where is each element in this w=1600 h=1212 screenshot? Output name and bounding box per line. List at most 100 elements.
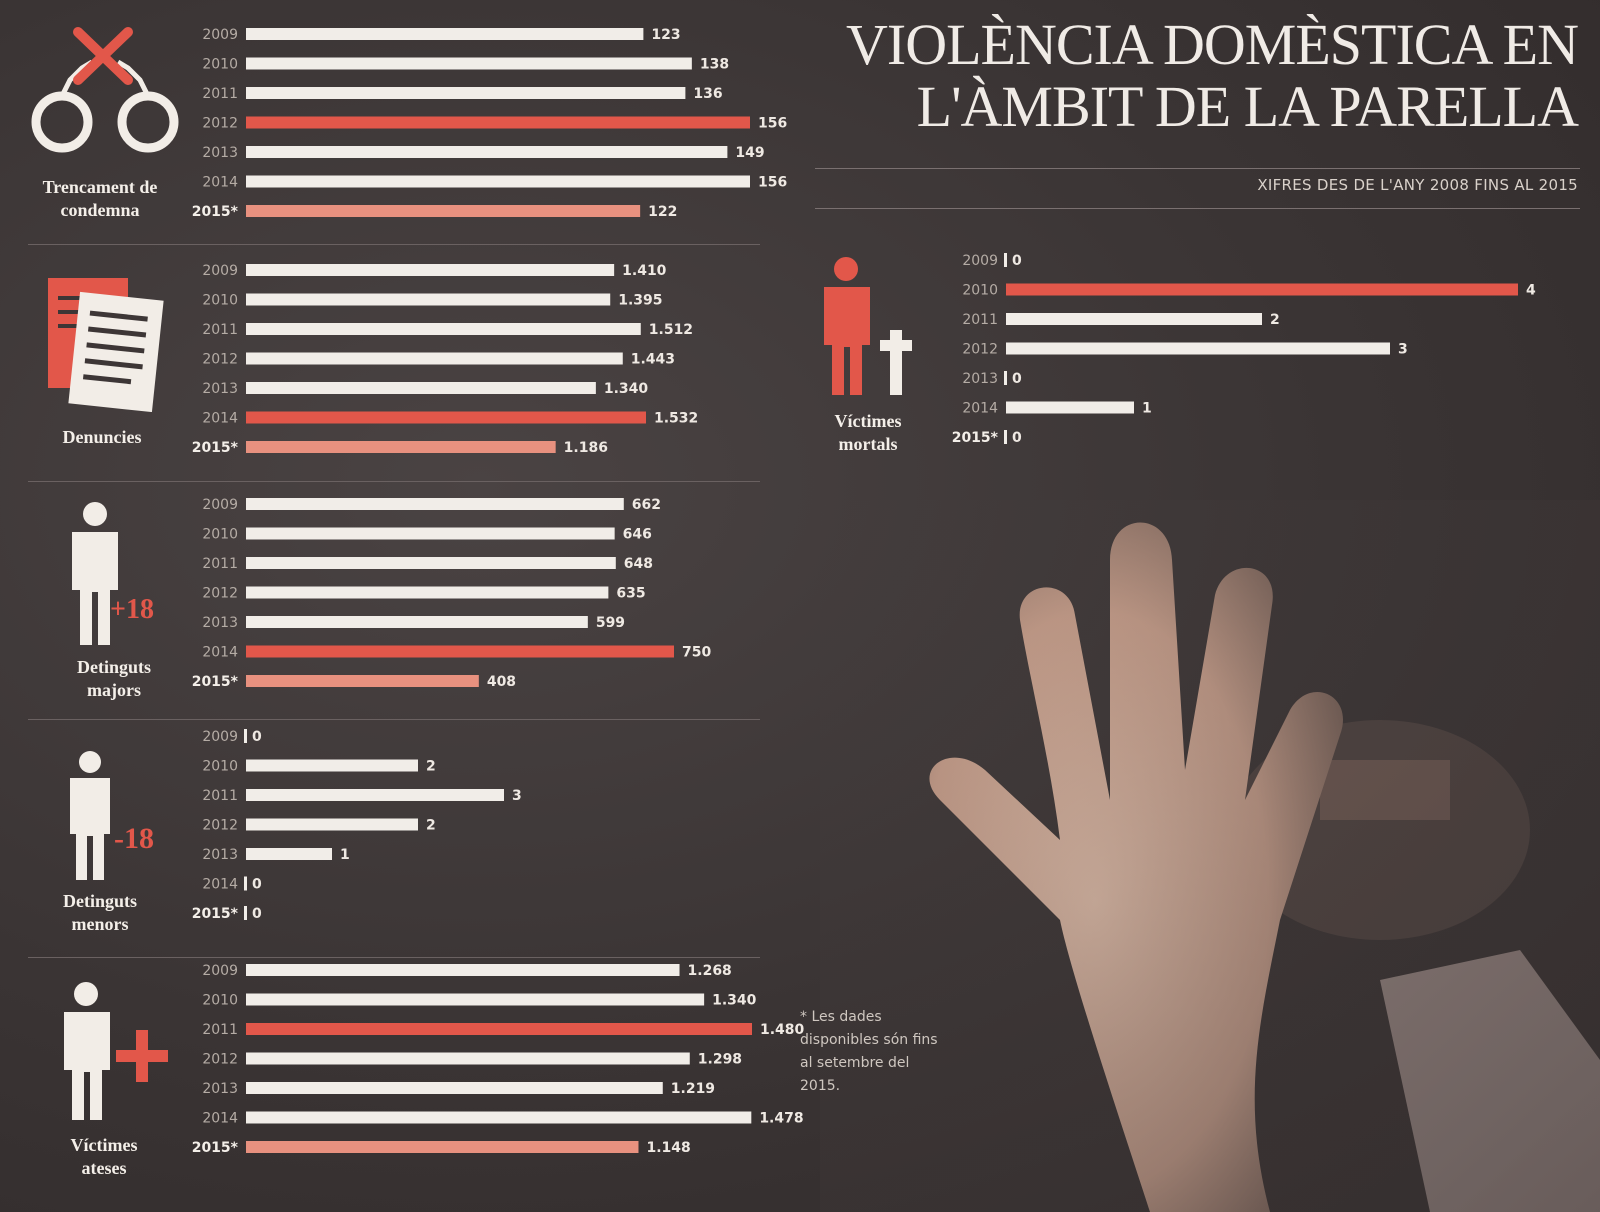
year-label: 2013 xyxy=(962,371,998,387)
value-label: 1.410 xyxy=(622,263,667,279)
year-label: 2009 xyxy=(202,497,238,513)
year-label: 2010 xyxy=(202,57,238,73)
value-label: 408 xyxy=(487,674,516,690)
chart-victimes-mortals: 2009 0 2010 4 2011 2 2012 3 2013 0 2014 1 2015* 0 xyxy=(952,253,1536,446)
year-label: 2010 xyxy=(202,759,238,775)
title-line-1: VIOLÈNCIA DOMÈSTICA EN xyxy=(846,12,1579,77)
hand-photo xyxy=(820,500,1600,1212)
value-label: 1.219 xyxy=(671,1081,715,1097)
panel-separator xyxy=(28,719,760,720)
year-label: 2015* xyxy=(192,674,239,690)
label-detinguts-majors: Detinguts majors xyxy=(76,657,151,700)
year-label: 2015* xyxy=(952,430,999,446)
year-label: 2014 xyxy=(202,877,238,893)
bar xyxy=(246,848,332,860)
value-label: 149 xyxy=(735,145,764,161)
zero-bar xyxy=(244,876,247,891)
bar xyxy=(246,527,615,540)
label-denuncies: Denuncies xyxy=(62,427,142,447)
documents-icon xyxy=(48,278,164,412)
value-label: 156 xyxy=(758,116,787,132)
year-label: 2014 xyxy=(202,175,238,191)
panel-separator xyxy=(28,481,760,482)
value-label: 648 xyxy=(624,556,653,572)
zero-bar xyxy=(1004,430,1007,444)
value-label: 1.512 xyxy=(649,322,693,338)
value-label: 1.395 xyxy=(618,293,662,309)
value-label: 1.268 xyxy=(688,963,732,979)
year-label: 2010 xyxy=(962,283,998,299)
panel-separator xyxy=(28,957,760,958)
value-label: 635 xyxy=(616,586,645,602)
value-label: 2 xyxy=(426,759,436,775)
year-label: 2014 xyxy=(202,1111,238,1127)
zero-bar xyxy=(244,729,247,743)
badge-minus18: -18 xyxy=(114,822,154,855)
bar xyxy=(246,57,692,70)
subtitle: XIFRES DES DE L'ANY 2008 FINS AL 2015 xyxy=(1257,176,1578,194)
bar xyxy=(246,205,641,217)
bar xyxy=(246,759,418,772)
page-title: VIOLÈNCIA DOMÈSTICA EN L'ÀMBIT DE LA PAR… xyxy=(846,12,1579,138)
bar xyxy=(246,1082,663,1094)
year-label: 2010 xyxy=(202,293,238,309)
year-label: 2013 xyxy=(202,381,238,397)
footnote: * Les dades disponibles són fins al sete… xyxy=(800,1009,938,1094)
subtitle-divider xyxy=(815,208,1580,209)
bar xyxy=(246,1052,690,1065)
year-label: 2009 xyxy=(202,729,238,745)
bar xyxy=(246,645,674,658)
year-label: 2009 xyxy=(962,253,998,269)
bar xyxy=(246,1141,639,1153)
panel-separator xyxy=(28,244,760,245)
value-label: 123 xyxy=(651,27,680,43)
badge-plus18: +18 xyxy=(110,594,154,625)
year-label: 2011 xyxy=(202,788,238,804)
bar xyxy=(246,616,588,628)
chart-detinguts-menors: 2009 0 2010 2 2011 3 2012 2 2013 1 2014 0 2015* 0 xyxy=(192,729,522,922)
bar xyxy=(246,87,686,99)
value-label: 0 xyxy=(1012,430,1022,446)
handcuffs-icon xyxy=(31,27,179,153)
year-label: 2015* xyxy=(192,440,239,456)
year-label: 2015* xyxy=(192,906,239,922)
year-label: 2013 xyxy=(202,145,238,161)
bar xyxy=(246,175,750,188)
chart-victimes-ateses: 2009 1.268 2010 1.340 2011 1.480 2012 1.298 2013… xyxy=(192,963,805,1156)
year-label: 2014 xyxy=(202,645,238,661)
zero-bar xyxy=(1004,253,1007,267)
bar xyxy=(246,146,728,158)
year-label: 2009 xyxy=(202,963,238,979)
chart-denuncies: 2009 1.410 2010 1.395 2011 1.512 2012 1.443 2013… xyxy=(192,263,699,456)
value-label: 138 xyxy=(700,57,729,73)
year-label: 2013 xyxy=(202,1081,238,1097)
value-label: 750 xyxy=(682,645,711,661)
value-label: 1.148 xyxy=(646,1140,690,1156)
year-label: 2011 xyxy=(202,556,238,572)
value-label: 3 xyxy=(1398,342,1408,358)
bar xyxy=(246,789,504,801)
bar xyxy=(246,586,609,599)
value-label: 0 xyxy=(252,877,262,893)
bar xyxy=(246,28,644,40)
year-label: 2013 xyxy=(202,615,238,631)
value-label: 0 xyxy=(1012,371,1022,387)
bar xyxy=(1006,342,1390,355)
year-label: 2011 xyxy=(202,86,238,102)
label-victimes-mortals: Víctimes mortals xyxy=(834,411,902,454)
year-label: 2009 xyxy=(202,27,238,43)
year-label: 2009 xyxy=(202,263,238,279)
bar xyxy=(246,264,615,276)
bar xyxy=(246,441,556,453)
year-label: 2012 xyxy=(202,818,238,834)
value-label: 1.340 xyxy=(712,993,757,1009)
zero-bar xyxy=(1004,371,1007,385)
year-label: 2011 xyxy=(962,312,998,328)
value-label: 1.480 xyxy=(760,1022,805,1038)
year-label: 2013 xyxy=(202,847,238,863)
chart-trencament-condemna: 2009 123 2010 138 2011 136 2012 156 2013 149 2014 1… xyxy=(192,27,788,220)
value-label: 0 xyxy=(252,906,262,922)
bar xyxy=(246,1111,752,1124)
bar xyxy=(246,818,418,831)
value-label: 1 xyxy=(340,847,350,863)
